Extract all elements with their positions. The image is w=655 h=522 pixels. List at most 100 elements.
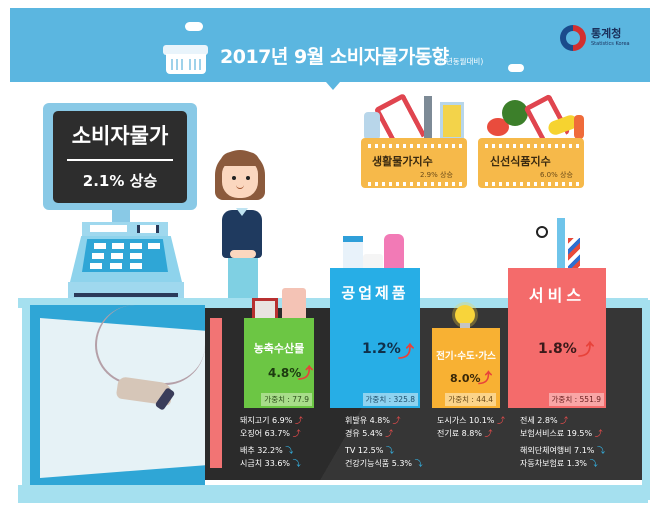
register-display-2 <box>137 225 159 233</box>
accent-bar <box>210 318 222 468</box>
list-item: 시금치 33.6% ⤵ <box>240 459 301 468</box>
key <box>94 243 106 249</box>
cup-icon <box>440 102 464 140</box>
broccoli-icon <box>502 100 528 126</box>
list-item: 도시가스 10.1% ⤴ <box>437 416 505 425</box>
up-arrow-icon: ⤴ <box>560 416 569 425</box>
syringe-icon <box>557 218 565 270</box>
up-arrow-icon: ⤴ <box>478 371 492 387</box>
clerk-skirt <box>228 258 258 298</box>
category-name: 농축수산물 <box>253 342 305 355</box>
down-arrow-icon: ⤵ <box>414 459 423 468</box>
basket-slot <box>176 59 178 70</box>
header-banner <box>10 8 650 82</box>
key <box>92 253 104 259</box>
up-arrow-icon: ⤴ <box>594 429 603 438</box>
basket-slot <box>194 59 196 70</box>
category-card-utilities: 전기·수도·가스 8.0% ⤴ 가중치 : 44.4 <box>432 328 500 408</box>
spatula-icon <box>424 96 432 140</box>
category-name: 서비스 <box>528 286 586 305</box>
kettle-icon <box>364 112 380 140</box>
category-change: 4.8% <box>268 366 302 380</box>
item-list-utilities: 도시가스 10.1% ⤴ 전기료 8.8% ⤴ <box>437 414 505 440</box>
item-list-industrial: 휘발유 4.8% ⤴ 경유 5.4% ⤴ TV 12.5% ⤵ 건강기능식품 5… <box>345 414 423 470</box>
list-item: 해외단체여행비 7.1% ⤵ <box>520 446 605 455</box>
list-item: 전세 2.8% ⤴ <box>520 416 569 425</box>
clerk-face <box>222 160 258 198</box>
page-subtitle: (전년동월대비) <box>436 57 484 66</box>
magnifier-icon <box>536 226 548 238</box>
tissue-roll-icon <box>363 254 383 272</box>
list-item: 돼지고기 6.9% ⤴ <box>240 416 303 425</box>
register-display <box>90 225 127 232</box>
milk-carton-icon <box>343 236 363 270</box>
carrot-icon <box>574 115 584 139</box>
clerk-eye <box>246 176 250 180</box>
up-arrow-icon: ⤴ <box>392 416 401 425</box>
category-card-agri: 농축수산물 4.8% ⤴ 가중치 : 77.9 <box>244 318 314 408</box>
up-arrow-icon: ⤴ <box>294 416 303 425</box>
tomato-icon <box>487 118 509 136</box>
category-change: 1.2% <box>362 341 401 357</box>
up-arrow-icon: ⤴ <box>578 340 595 359</box>
counter-bottom <box>18 485 648 503</box>
down-arrow-icon: ⤵ <box>385 446 394 455</box>
key <box>130 243 142 249</box>
list-item: 오징어 63.7% ⤴ <box>240 429 301 438</box>
basket-pattern <box>485 182 579 186</box>
down-arrow-icon: ⤵ <box>589 459 598 468</box>
basket-slot <box>171 59 173 70</box>
up-arrow-icon: ⤴ <box>298 364 314 382</box>
basket-pattern <box>368 182 462 186</box>
basket-slot <box>199 59 201 70</box>
category-weight: 가중치 : 551.9 <box>548 393 604 406</box>
basket-slot <box>181 59 183 70</box>
category-change: 8.0% <box>450 372 481 385</box>
cloud-icon <box>508 64 524 72</box>
down-arrow-icon: ⤵ <box>285 446 294 455</box>
category-weight: 가중치 : 44.4 <box>445 393 496 406</box>
category-name: 전기·수도·가스 <box>436 351 496 362</box>
clerk-hands <box>230 250 256 258</box>
page-title: 2017년 9월 소비자물가동향 <box>220 46 449 68</box>
list-item: 건강기능식품 5.3% ⤵ <box>345 459 423 468</box>
basket-value: 2.9% 상승 <box>420 171 453 179</box>
category-weight: 가중치 : 325.8 <box>362 393 418 406</box>
basket-icon <box>163 45 208 55</box>
clerk-collar <box>236 208 248 216</box>
basket-label: 신선식품지수 <box>490 155 551 168</box>
down-arrow-icon: ⤵ <box>292 459 301 468</box>
item-list-services: 전세 2.8% ⤴ 보험서비스료 19.5% ⤴ 해외단체여행비 7.1% ⤵ … <box>520 414 605 470</box>
list-item: 경유 5.4% ⤴ <box>345 429 394 438</box>
basket-value: 6.0% 상승 <box>540 171 573 179</box>
up-arrow-icon: ⤴ <box>398 342 415 361</box>
key <box>148 243 160 249</box>
key <box>111 253 123 259</box>
banner-pointer <box>326 82 340 90</box>
logo-subname: Statistics Korea <box>591 41 630 47</box>
down-arrow-icon: ⤵ <box>596 446 605 455</box>
key <box>130 253 142 259</box>
list-item: 배추 32.2% ⤵ <box>240 446 294 455</box>
list-item: 휘발유 4.8% ⤴ <box>345 416 401 425</box>
clerk-bangs <box>220 152 260 166</box>
list-item: 자동차보험료 1.3% ⤵ <box>520 459 598 468</box>
barber-pole-icon <box>568 238 580 270</box>
counter-rim <box>642 300 650 500</box>
detergent-bottle-icon <box>384 234 404 272</box>
basket-pattern <box>368 144 462 148</box>
headline-value: 2.1% 상승 <box>82 172 158 190</box>
register-drawer <box>74 293 178 297</box>
cloud-icon <box>185 22 203 31</box>
monitor-screen <box>53 111 187 203</box>
clerk-smile <box>236 184 244 189</box>
monitor-stand <box>112 210 130 222</box>
category-card-industrial: 공업제품 1.2% ⤴ 가중치 : 325.8 <box>330 268 420 408</box>
basket-label: 생활물가지수 <box>372 155 433 168</box>
up-arrow-icon: ⤴ <box>496 416 505 425</box>
list-item: 보험서비스료 19.5% ⤴ <box>520 429 603 438</box>
lightbulb-icon <box>455 305 475 325</box>
category-change: 1.8% <box>538 341 577 357</box>
headline-title: 소비자물가 <box>71 124 169 148</box>
up-arrow-icon: ⤴ <box>484 429 493 438</box>
